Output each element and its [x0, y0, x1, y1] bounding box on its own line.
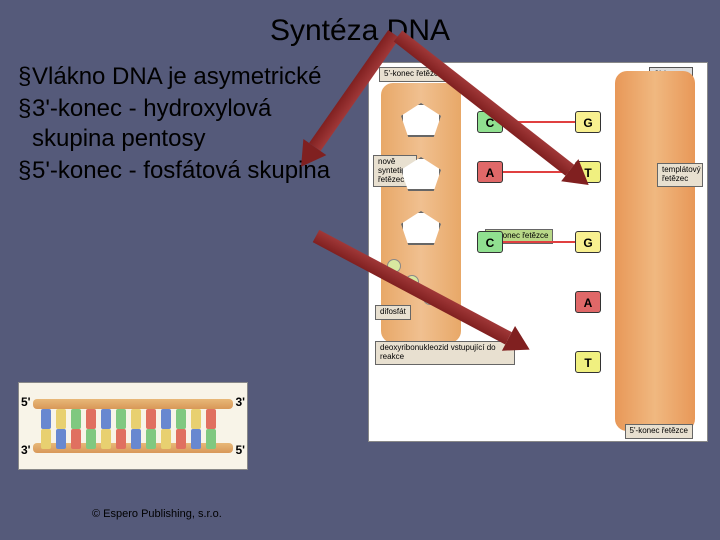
- base-pair: [71, 409, 81, 449]
- bullet-list: §Vlákno DNA je asymetrické§3'-konec - hy…: [18, 62, 348, 188]
- label-3-botleft: 3': [21, 443, 31, 457]
- label-difosfat: difosfát: [375, 305, 411, 320]
- bullet-item: §Vlákno DNA je asymetrické: [18, 62, 348, 92]
- base-a: A: [575, 291, 601, 313]
- label-vstup: deoxyribonukleozid vstupující do reakce: [375, 341, 515, 365]
- label-5-botright: 5': [235, 443, 245, 457]
- bullet-marker: §: [18, 156, 32, 186]
- label-5konec-bottom: 5'-konec řetězce: [625, 424, 693, 439]
- top-strand: [33, 399, 233, 409]
- template-strand: [615, 71, 695, 431]
- base-pair: [191, 409, 201, 449]
- base-pair: [146, 409, 156, 449]
- hydrogen-bond: [503, 241, 575, 243]
- base-pair: [206, 409, 216, 449]
- bullet-marker: §: [18, 94, 32, 124]
- base-pair: [116, 409, 126, 449]
- base-pair: [161, 409, 171, 449]
- base-pair: [86, 409, 96, 449]
- base-pair: [101, 409, 111, 449]
- bullet-text: Vlákno DNA je asymetrické: [32, 62, 321, 92]
- dna-structure-diagram: 3'-konec 5'-konec řetězce nově syntetizo…: [368, 62, 708, 442]
- bullet-text: 5'-konec - fosfátová skupina: [32, 156, 330, 186]
- bullet-marker: §: [18, 62, 32, 92]
- slide-title: Syntéza DNA: [0, 0, 720, 54]
- base-g: G: [575, 231, 601, 253]
- label-5-topleft: 5': [21, 395, 31, 409]
- base-pair: [131, 409, 141, 449]
- base-g: G: [575, 111, 601, 133]
- dna-ladder-diagram: 5' 3' 3' 5': [18, 382, 248, 470]
- base-pair: [56, 409, 66, 449]
- base-c: C: [477, 231, 503, 253]
- base-t: T: [575, 351, 601, 373]
- base-pair: [41, 409, 51, 449]
- label-templ: templátový řetězec: [657, 163, 703, 187]
- base-pair: [176, 409, 186, 449]
- base-a: A: [477, 161, 503, 183]
- label-3-topright: 3': [235, 395, 245, 409]
- copyright-text: © Espero Publishing, s.r.o.: [92, 508, 222, 520]
